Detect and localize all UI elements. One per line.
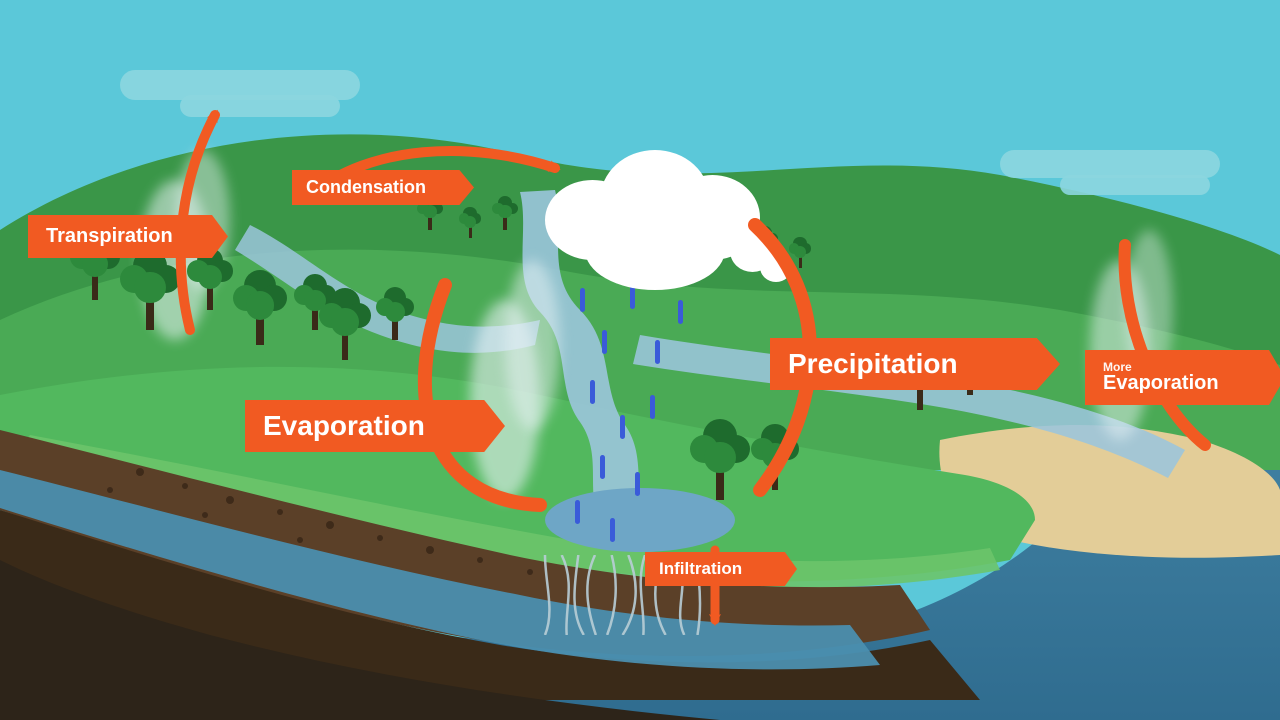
precipitation-arrow: [755, 225, 810, 490]
more-evap-arrow: [1125, 245, 1205, 445]
arrows-layer: [0, 0, 1280, 720]
condensation-arrow: [310, 151, 555, 195]
water-cycle-diagram: Transpiration Condensation Evaporation P…: [0, 0, 1280, 720]
evaporation-arrow: [425, 285, 540, 505]
transpiration-arrow: [181, 115, 215, 330]
